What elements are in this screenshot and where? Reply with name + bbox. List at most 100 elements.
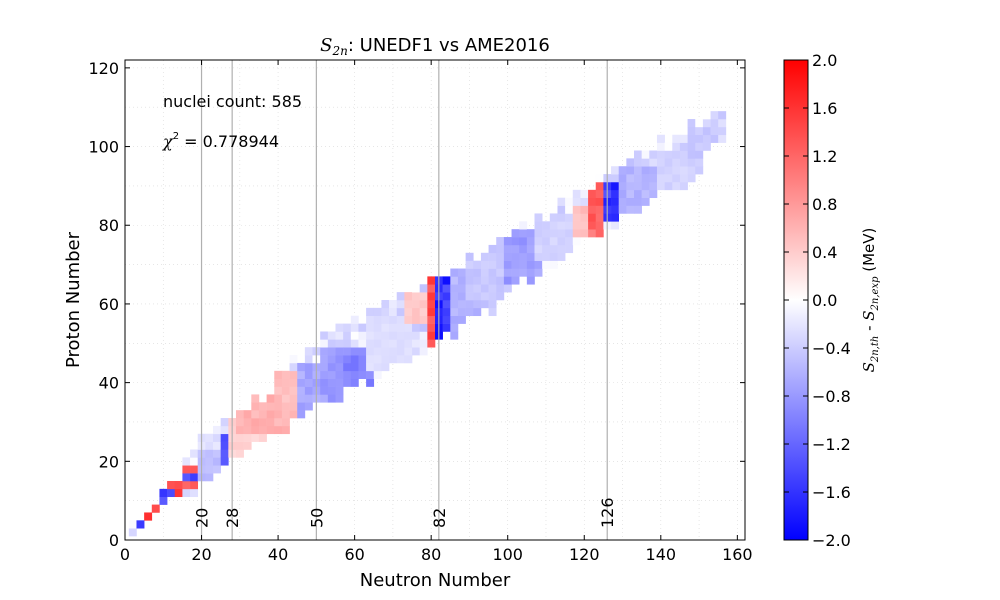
heatmap-cell [366, 378, 375, 387]
heatmap-cell [626, 205, 635, 214]
heatmap-cell [611, 166, 620, 175]
heatmap-cell [412, 323, 420, 332]
heatmap-cell [457, 292, 466, 301]
heatmap-cell [427, 292, 436, 301]
heatmap-cell [679, 181, 688, 191]
plot-frame [124, 59, 746, 541]
heatmap-cell [687, 126, 696, 136]
heatmap-cell [534, 260, 543, 269]
heatmap-cell [503, 268, 512, 277]
y-axis-ticks: 0 20 40 60 80 100 120 [88, 59, 745, 550]
heatmap-cell [611, 181, 620, 191]
heatmap-cell [695, 158, 704, 167]
heatmap-cell [480, 284, 489, 293]
heatmap-cell [343, 355, 352, 364]
heatmap-cell [565, 205, 574, 214]
heatmap-cell [565, 229, 574, 238]
heatmap-cell [549, 252, 558, 261]
heatmap-cell [580, 189, 589, 199]
heatmap-cell [389, 355, 398, 364]
heatmap-cell [595, 221, 604, 230]
heatmap-cell [350, 315, 359, 324]
x-tick-label: 80 [421, 545, 441, 564]
heatmap-cell [182, 473, 191, 482]
heatmap-cell [511, 229, 520, 238]
heatmap-cell [205, 457, 214, 466]
heatmap-cell [213, 465, 221, 474]
heatmap-cell [496, 252, 505, 261]
heatmap-cell [450, 323, 459, 332]
heatmap-cell [289, 394, 298, 403]
heatmap-cell [205, 449, 214, 458]
heatmap-cell [427, 331, 436, 340]
heatmap-cell [634, 166, 642, 175]
heatmap-cell [419, 347, 428, 356]
heatmap-cell [641, 166, 650, 175]
heatmap-cell [350, 355, 359, 364]
heatmap-cell [450, 331, 459, 340]
heatmap-cell [213, 433, 221, 442]
heatmap-cell [649, 166, 658, 175]
heatmap-cell [503, 276, 512, 285]
heatmap-cell [572, 197, 581, 206]
heatmap-cell [488, 244, 497, 254]
heatmap-cell [542, 221, 551, 230]
heatmap-cell [297, 378, 306, 387]
heatmap-cell [412, 307, 420, 317]
heatmap-cell [542, 237, 551, 246]
heatmap-cell [412, 292, 420, 301]
x-tick-label: 0 [120, 545, 130, 564]
heatmap-cell [611, 174, 620, 183]
y-tick-label: 60 [99, 295, 119, 314]
title-math-symbol: S [320, 35, 332, 56]
heatmap-cell [281, 394, 290, 403]
heatmap-cell [335, 323, 344, 332]
colorbar-label-unit: (MeV) [860, 228, 878, 277]
heatmap-cell [381, 347, 390, 356]
heatmap-cell [611, 189, 620, 199]
heatmap-cell [503, 252, 512, 261]
y-tick-label: 20 [99, 452, 119, 471]
heatmap-cell [641, 197, 650, 206]
heatmap-cell [419, 307, 428, 317]
heatmap-cell [182, 488, 191, 498]
heatmap-cell [695, 150, 704, 159]
heatmap-cell [450, 292, 459, 301]
heatmap-cell [159, 488, 168, 498]
heatmap-cell [488, 284, 497, 293]
heatmap-cell [672, 166, 681, 175]
heatmap-cell [488, 252, 497, 261]
heatmap-cell [580, 213, 589, 222]
heatmap-cell [274, 418, 283, 427]
heatmap-cell [626, 158, 635, 167]
colorbar-tick-label: −0.8 [812, 387, 851, 406]
heatmap-cell [465, 260, 474, 269]
heatmap-cell [304, 370, 313, 379]
heatmap-cell [404, 339, 413, 348]
heatmap-cell [588, 189, 597, 199]
heatmap-cell [626, 181, 635, 191]
heatmap-cell [626, 174, 635, 183]
heatmap-cell [480, 260, 489, 269]
heatmap-cells [128, 111, 727, 537]
heatmap-cell [396, 347, 405, 356]
heatmap-cell [373, 331, 382, 340]
heatmap-cell [220, 441, 229, 450]
heatmap-cell [450, 300, 459, 309]
heatmap-cell [649, 181, 658, 191]
heatmap-cell [205, 441, 214, 450]
heatmap-cell [519, 244, 528, 254]
heatmap-cell [427, 284, 436, 293]
heatmap-cell [235, 433, 244, 442]
nuclei-count-annotation: nuclei count: 585 [163, 92, 302, 111]
heatmap-cell [327, 378, 336, 387]
heatmap-cell [350, 339, 359, 348]
heatmap-cell [519, 221, 528, 230]
y-tick-label: 40 [99, 374, 119, 393]
heatmap-cell [343, 378, 352, 387]
heatmap-cell [465, 307, 474, 317]
heatmap-cell [634, 150, 642, 159]
heatmap-cell [297, 370, 306, 379]
heatmap-cell [465, 284, 474, 293]
heatmap-cell [281, 378, 290, 387]
